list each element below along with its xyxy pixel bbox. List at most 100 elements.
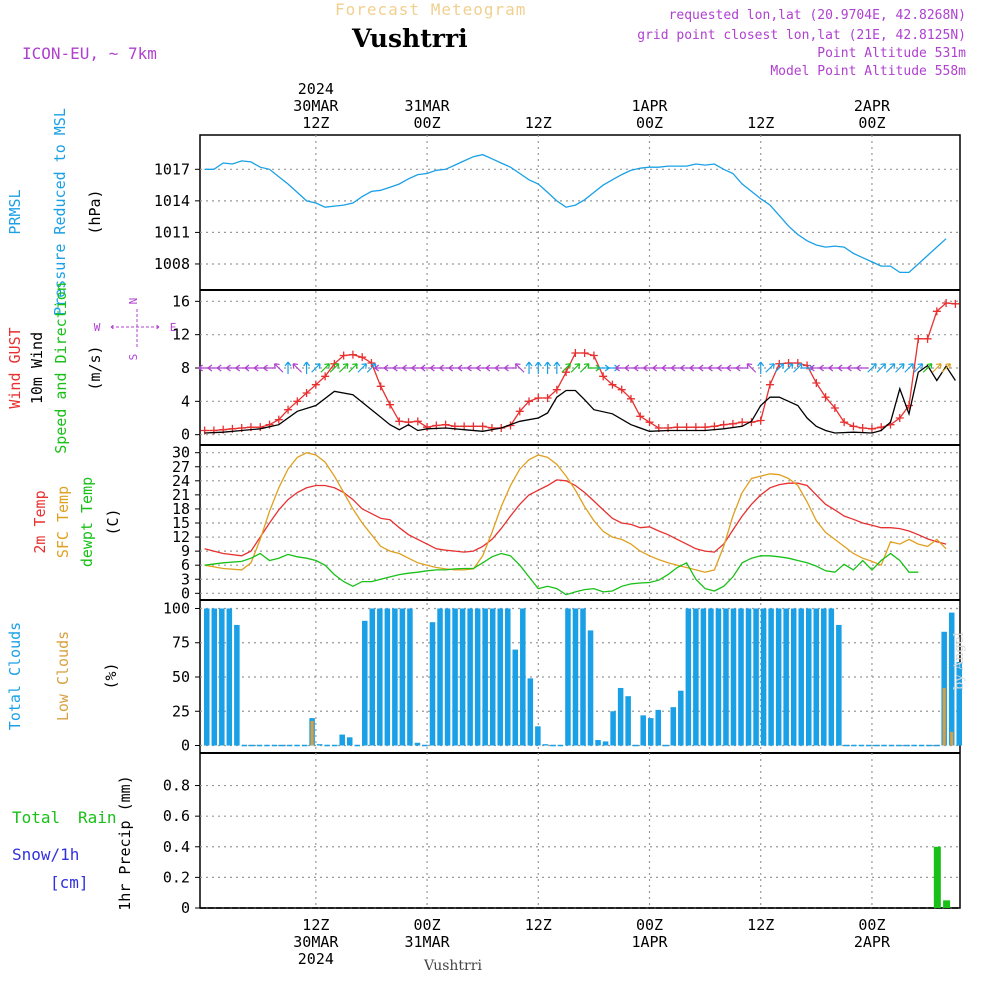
gust-marker [274, 415, 283, 424]
gust-marker [293, 397, 302, 406]
total-cloud-bar [565, 608, 571, 746]
wind-direction-arrow [329, 363, 340, 373]
total-cloud-bar [520, 608, 526, 746]
arrow-shape [876, 363, 887, 373]
time-label-bottom: 00Z [858, 916, 885, 934]
y-tick-label: 100 [163, 599, 190, 617]
compass-ew-arrow [110, 323, 160, 331]
arrow-shape [357, 363, 368, 373]
y-tick-label: 24 [172, 472, 190, 490]
total-cloud-bar [346, 737, 353, 746]
gust-marker [719, 420, 728, 429]
axis-label: dewpt Temp [78, 477, 96, 567]
wind-direction-arrow [263, 364, 276, 372]
y-tick-label: 1017 [154, 160, 190, 178]
compass-rose: N S W E [94, 298, 177, 361]
gust-marker [599, 372, 608, 381]
arrow-shape [544, 361, 552, 374]
gust-marker [858, 424, 867, 432]
arrow-shape [514, 363, 525, 373]
arrow-shape [553, 361, 561, 374]
y-tick-label: 12 [172, 528, 190, 546]
gust-marker [617, 385, 626, 394]
wind-direction-arrow [544, 361, 552, 374]
y-tick-label: 4 [181, 392, 190, 410]
gust-marker [460, 422, 469, 431]
total-cloud-bar [474, 608, 481, 746]
arrow-shape [338, 363, 349, 373]
y-tick-label: 0 [181, 584, 190, 602]
wind-direction-arrow [885, 363, 896, 373]
gust-marker [636, 412, 645, 421]
wind-direction-arrow [774, 363, 785, 373]
total-cloud-bar [444, 608, 451, 746]
arrow-shape [757, 361, 765, 374]
y-tick-label: 1014 [154, 192, 190, 210]
total-cloud-bar [753, 608, 759, 746]
arrow-shape [774, 363, 785, 373]
station-title: Vushtrri [352, 24, 468, 53]
low-cloud-bar [310, 720, 314, 746]
arrow-shape [348, 363, 358, 373]
wind-direction-arrow [284, 361, 292, 374]
arrow-shape [320, 363, 330, 373]
gust-marker [821, 393, 830, 402]
arrow-shape [904, 363, 914, 373]
gust-marker [793, 359, 802, 367]
grid-point-coordinates: grid point closest lon,lat (21E, 42.8125… [637, 28, 966, 43]
total-cloud-bar [497, 608, 503, 746]
series-line [204, 302, 956, 432]
total-cloud-bar [226, 608, 233, 746]
total-cloud-bar [459, 608, 466, 746]
gust-marker [756, 416, 765, 425]
wind-direction-arrow [311, 363, 321, 373]
axis-label: 10m Wind [28, 332, 46, 404]
wind-direction-arrow [856, 364, 869, 372]
gust-marker [914, 334, 923, 343]
legend-total: Total [12, 808, 60, 827]
plot-frame [199, 134, 961, 909]
axis-label: Total Clouds [6, 622, 24, 730]
wind-direction-arrow [273, 363, 284, 373]
y-tick-label: 1008 [154, 255, 190, 273]
time-label-bottom: 1APR [631, 933, 668, 951]
total-cloud-bar [640, 715, 646, 746]
gust-marker [608, 380, 617, 389]
wind-direction-arrow [514, 363, 525, 373]
total-cloud-bar [708, 608, 714, 746]
gust-marker [580, 349, 589, 357]
series-line [204, 153, 947, 274]
total-cloud-bar [595, 740, 601, 746]
total-cloud-bar [452, 608, 458, 746]
gust-marker [441, 420, 450, 429]
arrow-shape [504, 364, 517, 372]
total-cloud-bar [805, 608, 812, 746]
wind-direction-arrow [553, 361, 561, 374]
axis-label: 2m Temp [31, 490, 49, 553]
total-cloud-bar [783, 608, 789, 746]
wind-direction-arrow [570, 363, 581, 373]
compass-w: W [94, 321, 101, 334]
gust-marker [256, 423, 265, 432]
time-label-top: 00Z [858, 114, 885, 132]
wind-direction-arrow [292, 363, 302, 373]
arrow-shape [284, 361, 292, 374]
arrow-shape [534, 361, 542, 374]
total-cloud-bar [828, 608, 835, 746]
y-tick-label: 30 [172, 444, 190, 462]
arrow-shape [525, 361, 533, 374]
total-cloud-bar [813, 608, 820, 746]
total-cloud-bar [204, 608, 210, 746]
gust-marker [423, 423, 432, 432]
time-label-bottom: 12Z [302, 916, 329, 934]
total-cloud-bar [580, 608, 586, 746]
gust-marker [626, 394, 635, 403]
gust-marker [358, 353, 367, 362]
y-tick-label: 0.2 [163, 868, 190, 886]
total-cloud-bar [948, 612, 955, 746]
axis-label: (C) [104, 508, 122, 535]
footer-station: Vushtrri [424, 958, 482, 974]
arrow-shape [895, 363, 905, 373]
total-cloud-bar [821, 608, 827, 746]
arrow-shape [292, 363, 302, 373]
